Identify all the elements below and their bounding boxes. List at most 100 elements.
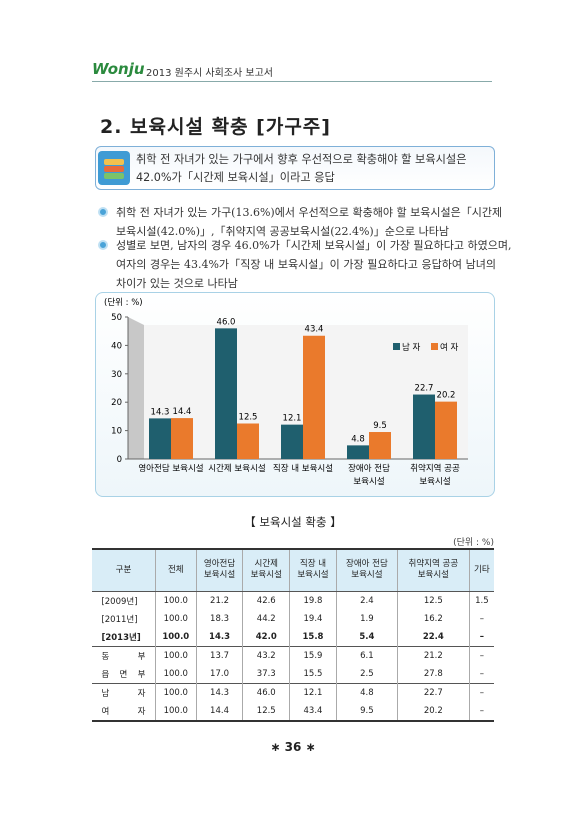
- table-row: 읍 면 부 100.0 17.0 37.3 15.5 2.5 27.8 –: [92, 665, 494, 684]
- y-tick-label: 20: [111, 398, 122, 408]
- cell-text: 동 부: [101, 652, 146, 662]
- table-cell: 12.5: [242, 702, 290, 722]
- cell-text: 1.5: [475, 595, 489, 606]
- bar: [171, 418, 193, 459]
- cell-text: 43.2: [256, 651, 276, 661]
- table-row: 여 자 100.0 14.4 12.5 43.4 9.5 20.2 –: [92, 702, 494, 722]
- report-title: 2013 원주시 사회조사 보고서: [146, 68, 273, 79]
- table-cell: 여 자: [92, 702, 156, 722]
- table-cell: 43.2: [242, 646, 290, 665]
- section-title: 2. 보육시설 확충 [가구주]: [100, 116, 331, 138]
- table-cell: 100.0: [154, 665, 197, 684]
- table-cell: 15.8: [289, 628, 337, 647]
- table-cell: 2.5: [335, 665, 398, 684]
- x-tick-label: 직장 내 보육시설: [273, 463, 333, 474]
- x-tick-label: 취약지역 공공: [410, 463, 460, 474]
- cell-text: [2011년]: [101, 614, 138, 625]
- table-cell: 6.1: [335, 646, 398, 665]
- bullet-line: 차이가 있는 것으로 나타남: [116, 277, 238, 290]
- bar: [215, 328, 237, 459]
- table-cell: 17.0: [195, 665, 243, 684]
- table-cell: 100.0: [154, 683, 197, 702]
- table-cell: 37.3: [242, 665, 290, 684]
- table-cell: 100.0: [154, 628, 197, 647]
- x-tick-label: 시간제 보육시설: [208, 463, 266, 474]
- bar: [413, 394, 435, 459]
- cell-text: 100.0: [163, 651, 188, 661]
- header-text: 직장 내: [299, 559, 327, 570]
- cell-text: 100.0: [163, 669, 188, 679]
- table-cell: 5.4: [335, 628, 398, 647]
- table-cell: –: [468, 702, 494, 722]
- header-cell: 구분: [92, 548, 156, 592]
- value-label: 14.3: [151, 407, 170, 417]
- cell-text: 1.9: [360, 613, 374, 624]
- cell-text: 2.5: [360, 669, 374, 679]
- table-caption: 【 보육시설 확충 】: [244, 515, 342, 529]
- summary-line: 취학 전 자녀가 있는 가구에서 향후 우선적으로 확충해야 할 보육시설은: [136, 153, 467, 166]
- value-label: 43.4: [305, 325, 324, 335]
- header-text: 장애아 전담: [346, 559, 388, 570]
- cell-text: 22.4: [422, 632, 444, 642]
- table-cell: 43.4: [289, 702, 337, 722]
- bar: [237, 423, 259, 459]
- table-cell: 14.4: [195, 702, 243, 722]
- table-cell: 15.5: [289, 665, 337, 684]
- table-cell: 1.5: [468, 591, 494, 610]
- cell-text: 43.4: [303, 705, 323, 716]
- header-cell: 기타: [468, 548, 494, 592]
- header-text: 기타: [474, 564, 490, 575]
- table-cell: 100.0: [154, 702, 197, 722]
- cell-text: 17.0: [210, 669, 229, 679]
- bar: [347, 445, 369, 459]
- cell-text: 15.9: [303, 651, 323, 661]
- cell-text: 46.0: [256, 688, 276, 698]
- cell-text: 20.2: [423, 705, 443, 716]
- bar: [281, 424, 303, 459]
- table-cell: 1.9: [335, 609, 398, 628]
- value-label: 12.1: [283, 414, 302, 424]
- table-row: 동 부 100.0 13.7 43.2 15.9 6.1 21.2 –: [92, 646, 494, 665]
- cell-text: 읍 면 부: [101, 670, 146, 680]
- table-cell: 남 자: [92, 683, 156, 702]
- summary-line: 42.0%가「시간제 보육시설」이라고 응답: [136, 171, 335, 184]
- cell-text: –: [479, 632, 484, 642]
- table-cell: 16.2: [396, 609, 470, 628]
- bullet-line: 보육시설(42.0%)」,「취약지역 공공보육시설(22.4%)」순으로 나타남: [116, 225, 449, 238]
- y-tick-label: 40: [111, 341, 122, 351]
- cell-text: 13.7: [210, 651, 229, 661]
- table-cell: 2.4: [335, 591, 398, 610]
- value-label: 22.7: [415, 384, 434, 394]
- cell-text: 21.2: [423, 651, 443, 661]
- cell-text: 19.8: [303, 595, 323, 606]
- cell-text: 9.5: [360, 705, 374, 716]
- table-row: [2011년] 100.0 18.3 44.2 19.4 1.9 16.2 –: [92, 609, 494, 628]
- table-row: 남 자 100.0 14.3 46.0 12.1 4.8 22.7 –: [92, 683, 494, 702]
- table-cell: 44.2: [242, 609, 290, 628]
- cell-text: 12.5: [423, 595, 443, 606]
- table-cell: –: [468, 609, 494, 628]
- table-cell: 20.2: [396, 702, 470, 722]
- bar: [369, 432, 391, 459]
- cell-text: 12.1: [303, 688, 323, 698]
- table-cell: –: [468, 683, 494, 702]
- cell-text: 37.3: [256, 669, 276, 679]
- table-cell: 12.5: [396, 591, 470, 610]
- page-number: ∗ 36 ∗: [270, 740, 316, 754]
- running-header: Wonju 2013 원주시 사회조사 보고서: [92, 58, 492, 82]
- cell-text: 남 자: [101, 689, 146, 699]
- y-tick-label: 10: [111, 427, 122, 437]
- cell-text: 22.7: [423, 688, 443, 698]
- value-label: 4.8: [351, 434, 365, 444]
- bullet: 취학 전 자녀가 있는 가구(13.6%)에서 우선적으로 확충해야 할 보육시…: [98, 203, 502, 241]
- table-cell: –: [468, 628, 494, 647]
- header-text: 구분: [115, 564, 132, 575]
- header-text: 보육시설: [250, 570, 282, 581]
- table-cell: [2009년]: [92, 591, 155, 610]
- header-text: 시간제: [254, 559, 278, 570]
- header-text: 보육시설: [203, 570, 236, 581]
- data-table: 구분 전체 영아전담 보육시설 시간제 보육시설 직장 내 보육시설 장애아 전담 보육시설 취약지…: [92, 548, 494, 722]
- x-tick-label: 보육시설: [353, 476, 384, 487]
- table-cell: 22.4: [396, 628, 470, 647]
